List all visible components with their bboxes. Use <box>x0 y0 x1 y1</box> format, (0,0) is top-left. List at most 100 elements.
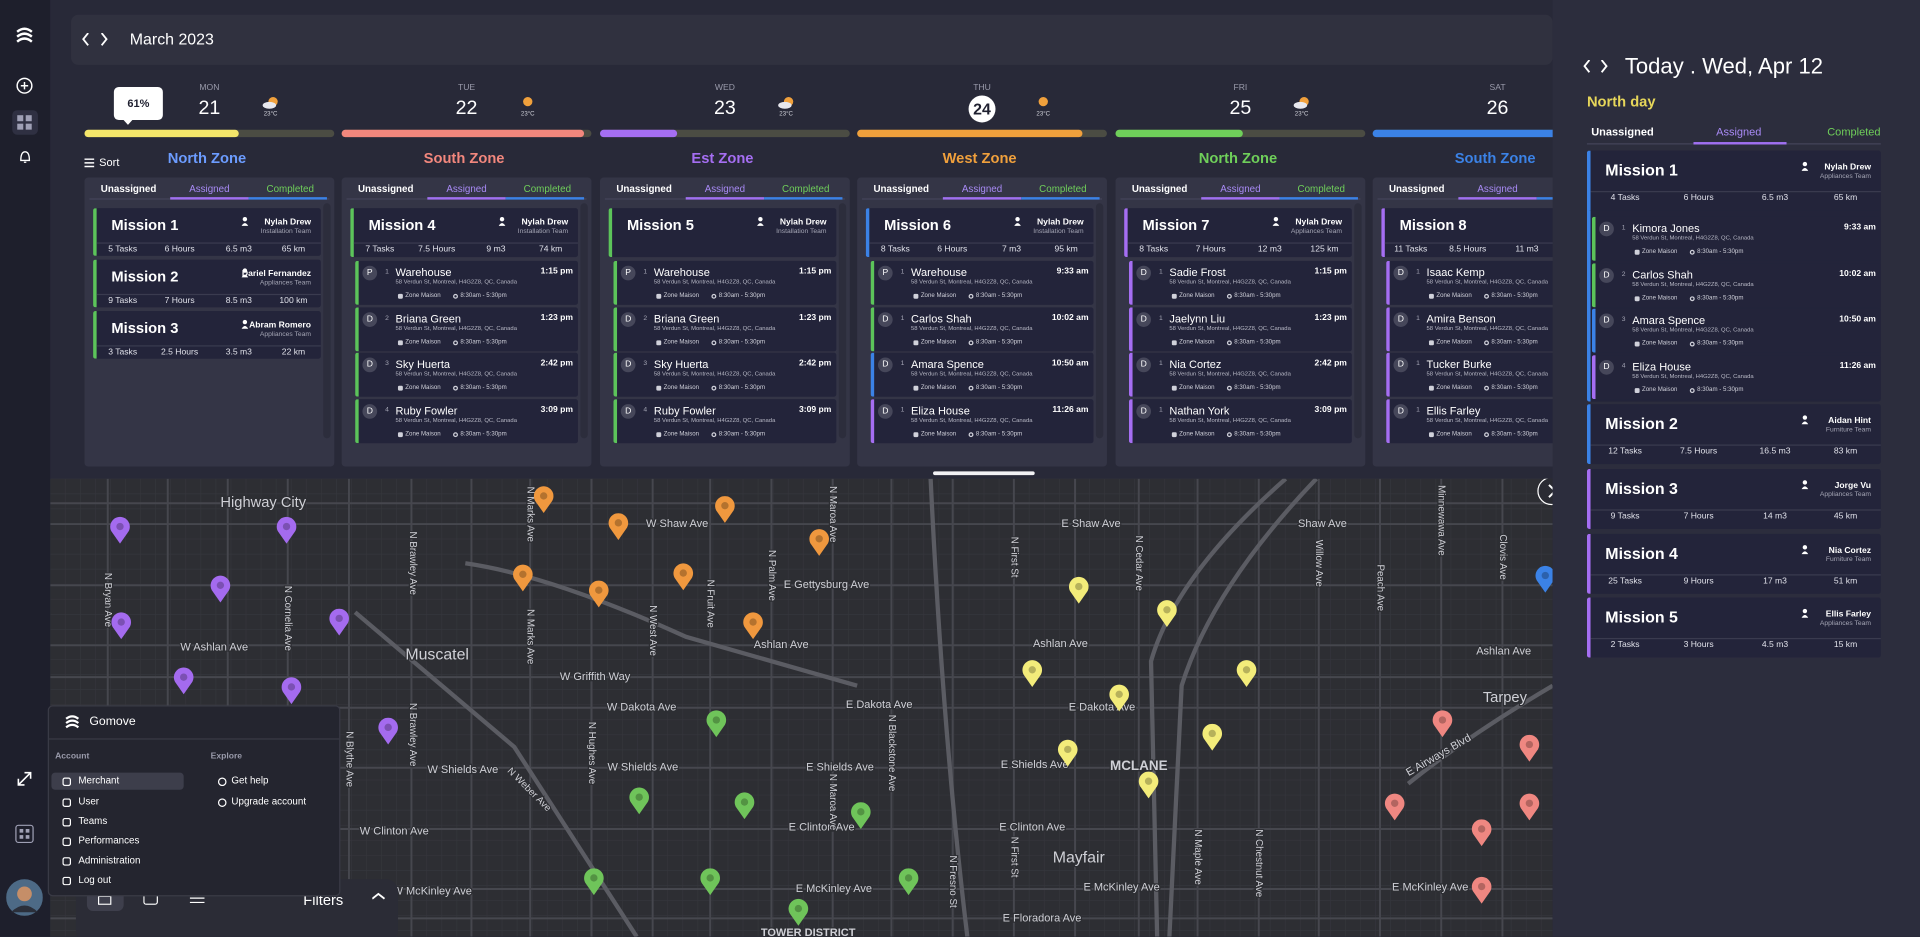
tab[interactable]: Completed <box>266 183 314 195</box>
mission-card[interactable] <box>350 208 578 258</box>
map-pin[interactable] <box>1202 723 1223 751</box>
map-pin[interactable] <box>608 513 629 541</box>
menu-item[interactable]: Administration <box>78 854 141 866</box>
stop-card[interactable] <box>355 260 578 305</box>
sort-button[interactable]: Sort <box>99 156 120 169</box>
bell-icon[interactable] <box>18 149 31 164</box>
map-pin[interactable] <box>378 717 398 745</box>
map-pin[interactable] <box>1157 600 1177 627</box>
stop-card[interactable] <box>1591 263 1881 308</box>
stop-card[interactable] <box>1128 399 1352 444</box>
map-pin[interactable] <box>734 792 755 820</box>
mission-card[interactable] <box>1586 468 1881 529</box>
map-pin[interactable] <box>788 898 809 926</box>
stop-card[interactable] <box>870 352 1094 397</box>
menu-item[interactable]: Get help <box>231 775 269 787</box>
tab[interactable]: Assigned <box>961 183 1003 195</box>
tab[interactable]: Completed <box>1827 125 1881 138</box>
stop-card[interactable] <box>355 352 578 397</box>
menu-item[interactable]: Performances <box>78 835 140 847</box>
map-pin[interactable] <box>584 868 604 896</box>
tab[interactable]: Unassigned <box>1131 183 1188 195</box>
map-pin[interactable] <box>533 486 554 514</box>
tab[interactable]: Completed <box>1297 183 1345 195</box>
next-day[interactable] <box>1600 60 1613 73</box>
menu-item[interactable]: User <box>78 795 100 807</box>
map-pin[interactable] <box>588 580 609 608</box>
map-pin[interactable] <box>1068 576 1089 604</box>
map-pin[interactable] <box>276 516 297 544</box>
map-pin[interactable] <box>173 667 194 695</box>
menu-item[interactable]: Teams <box>78 815 108 827</box>
prev-day[interactable] <box>1583 60 1596 73</box>
menu-item[interactable]: Upgrade account <box>231 795 307 807</box>
map-pin[interactable] <box>898 868 919 896</box>
mission-card[interactable] <box>1586 597 1881 658</box>
filters-button[interactable]: Filters <box>303 891 344 909</box>
map-pin[interactable] <box>1236 660 1257 687</box>
tab[interactable]: Completed <box>1039 183 1087 195</box>
map-pin[interactable] <box>281 677 302 705</box>
dashboard-icon[interactable] <box>17 115 32 130</box>
tab[interactable]: Completed <box>782 183 830 195</box>
stop-card[interactable] <box>870 307 1094 352</box>
map-pin[interactable] <box>329 608 349 636</box>
menu-item[interactable]: Log out <box>78 874 112 886</box>
map-pin[interactable] <box>715 496 735 523</box>
tab[interactable]: Assigned <box>1716 125 1762 138</box>
map-pin[interactable] <box>1109 684 1129 712</box>
stop-card[interactable] <box>355 307 578 352</box>
stop-card[interactable] <box>1128 352 1352 397</box>
tab[interactable]: Unassigned <box>100 183 157 195</box>
stop-card[interactable] <box>1591 308 1881 353</box>
stop-card[interactable] <box>1128 260 1352 305</box>
tab[interactable]: Assigned <box>1477 183 1518 195</box>
tab[interactable]: Completed <box>523 183 572 195</box>
menu-item[interactable]: Merchant <box>78 775 120 787</box>
map-pin[interactable] <box>513 564 533 592</box>
map-pin[interactable] <box>743 612 763 640</box>
mission-card[interactable] <box>93 208 321 256</box>
map-pin[interactable] <box>1519 793 1540 821</box>
expand-icon[interactable] <box>17 771 32 786</box>
map-pin[interactable] <box>706 710 727 738</box>
mission-card[interactable] <box>1124 208 1352 258</box>
map-pin[interactable] <box>111 612 132 640</box>
map-pin[interactable] <box>1432 710 1453 738</box>
map-pin[interactable] <box>673 563 694 591</box>
stop-card[interactable] <box>613 399 837 444</box>
filters-toggle[interactable] <box>372 892 386 906</box>
tab[interactable]: Unassigned <box>1591 125 1654 138</box>
map-pin[interactable] <box>1535 565 1553 593</box>
tab[interactable]: Unassigned <box>1388 183 1445 195</box>
prev-month[interactable] <box>82 33 95 46</box>
map-pin[interactable] <box>110 516 130 544</box>
tab[interactable]: Assigned <box>1220 183 1261 195</box>
tab[interactable]: Assigned <box>704 183 746 195</box>
avatar[interactable] <box>6 879 43 916</box>
stop-card[interactable] <box>1128 307 1352 352</box>
map-expand-button[interactable] <box>1537 478 1553 506</box>
stop-card[interactable] <box>870 260 1094 305</box>
tab[interactable]: Assigned <box>189 183 230 195</box>
map-pin[interactable] <box>1471 876 1492 904</box>
stop-card[interactable] <box>1591 355 1881 400</box>
stop-card[interactable] <box>870 399 1094 444</box>
map-pin[interactable] <box>629 787 649 815</box>
grid-icon[interactable] <box>15 824 35 844</box>
map-pin[interactable] <box>851 802 871 829</box>
stop-card[interactable] <box>355 399 578 444</box>
map-pin[interactable] <box>1471 819 1492 847</box>
tab[interactable]: Unassigned <box>357 183 414 195</box>
map-pin[interactable] <box>1519 734 1540 762</box>
add-button[interactable] <box>16 77 33 94</box>
mission-card[interactable] <box>93 259 321 308</box>
stop-card[interactable] <box>613 260 837 305</box>
mission-card[interactable] <box>608 208 837 258</box>
stop-card[interactable] <box>1591 216 1881 261</box>
map-pin[interactable] <box>1022 660 1043 687</box>
map-pin[interactable] <box>1138 771 1159 799</box>
mission-card[interactable] <box>865 208 1094 258</box>
map-pin[interactable] <box>700 868 721 896</box>
map-pin[interactable] <box>809 529 829 556</box>
